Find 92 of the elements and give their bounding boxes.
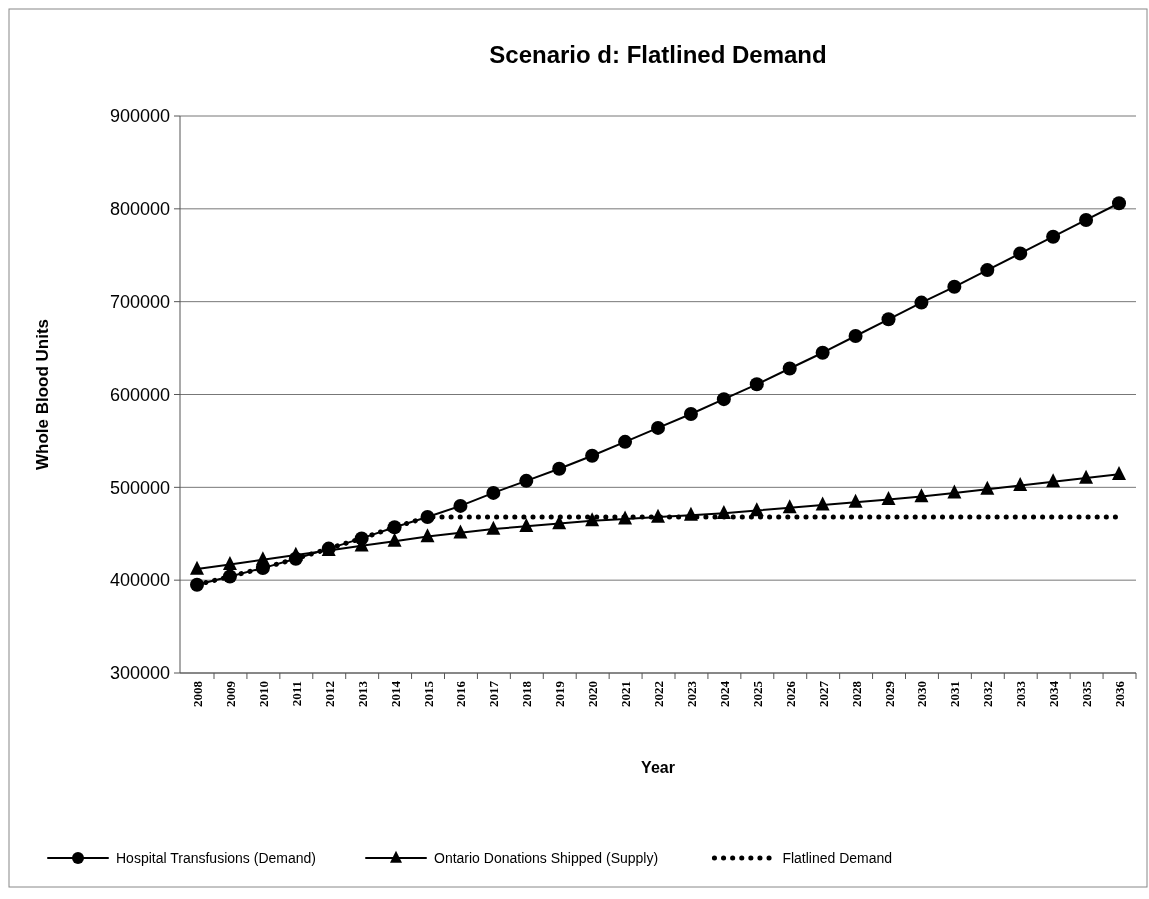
point (782, 499, 797, 514)
point (552, 515, 567, 530)
point (651, 420, 665, 435)
x-tick-label: 2017 (486, 680, 502, 707)
x-tick-label: 2035 (1079, 680, 1095, 707)
point (1013, 477, 1028, 492)
x-tick-label: 2036 (1112, 680, 1127, 707)
x-tick-label: 2009 (222, 680, 238, 707)
point (354, 531, 369, 546)
point (947, 484, 962, 499)
point (881, 312, 896, 327)
point (914, 295, 929, 310)
x-tick-label: 2012 (321, 681, 337, 707)
y-tick-label: 500000 (109, 477, 170, 498)
legend-label: Hospital Transfusions (Demand) (116, 849, 316, 866)
x-tick-label: 2034 (1046, 680, 1062, 707)
y-tick-label: 400000 (109, 570, 170, 591)
y-tick-label: 700000 (109, 291, 170, 312)
y-tick-label: 900000 (109, 106, 170, 127)
point (585, 448, 600, 463)
x-tick-label: 2030 (914, 681, 930, 707)
point (519, 517, 534, 532)
x-tick-label: 2020 (585, 681, 601, 707)
point (749, 377, 764, 392)
x-tick-label: 2008 (190, 680, 205, 707)
y-axis-title: Whole Blood Units (33, 318, 52, 471)
x-tick-label: 2024 (716, 680, 732, 707)
point (815, 345, 830, 360)
x-tick-label: 2028 (848, 680, 864, 707)
point (222, 569, 237, 584)
x-tick-label: 2010 (255, 681, 271, 707)
x-tick-label: 2027 (815, 680, 831, 707)
point (815, 496, 830, 511)
point (716, 504, 731, 519)
point (190, 560, 204, 575)
x-tick-label: 2016 (453, 680, 469, 707)
point (453, 524, 468, 539)
point (387, 532, 402, 547)
point (420, 528, 435, 543)
x-tick-label: 2013 (354, 680, 370, 707)
x-axis-title: Year (641, 759, 675, 776)
point (1046, 473, 1061, 488)
point (486, 485, 501, 500)
point (1112, 465, 1126, 480)
point (618, 434, 633, 449)
x-tick-label: 2018 (519, 680, 535, 707)
y-tick-label: 300000 (109, 663, 170, 684)
point (453, 498, 468, 513)
point (387, 520, 402, 535)
point (914, 488, 929, 503)
point (1079, 212, 1094, 227)
x-tick-label: 2026 (782, 680, 798, 707)
x-tick-label: 2025 (749, 680, 765, 707)
point (1046, 229, 1061, 244)
point (980, 263, 995, 278)
point (848, 493, 863, 508)
point (585, 512, 600, 527)
point (190, 577, 204, 592)
point (947, 279, 962, 294)
point (848, 329, 863, 344)
x-tick-label: 2023 (683, 680, 699, 707)
x-tick-label: 2031 (947, 681, 963, 707)
point (552, 461, 567, 476)
x-tick-label: 2022 (651, 681, 666, 707)
point (716, 392, 731, 407)
point (1112, 196, 1126, 211)
legend-label: Ontario Donations Shipped (Supply) (434, 849, 659, 866)
point (980, 480, 995, 495)
x-tick-label: 2019 (552, 680, 568, 707)
x-tick-label: 2033 (1013, 680, 1029, 707)
point (651, 508, 665, 523)
point (683, 407, 698, 421)
x-tick-label: 2014 (387, 680, 403, 707)
x-tick-label: 2021 (618, 681, 634, 707)
x-tick-label: 2011 (288, 681, 304, 707)
point (782, 361, 797, 376)
chart-title: Scenario d: Flatlined Demand (489, 41, 827, 68)
point (881, 491, 896, 505)
point (420, 510, 435, 525)
point (288, 551, 303, 566)
y-tick-label: 800000 (109, 199, 170, 220)
point (1013, 246, 1028, 261)
point (519, 473, 534, 488)
y-tick-label: 600000 (109, 384, 170, 405)
point (222, 555, 237, 570)
x-tick-label: 2029 (881, 680, 897, 707)
x-tick-label: 2015 (420, 680, 436, 707)
x-tick-label: 2032 (980, 681, 996, 707)
point (749, 502, 764, 517)
point (1079, 469, 1094, 484)
legend-label: Flatlined Demand (782, 849, 893, 866)
point (486, 520, 501, 535)
